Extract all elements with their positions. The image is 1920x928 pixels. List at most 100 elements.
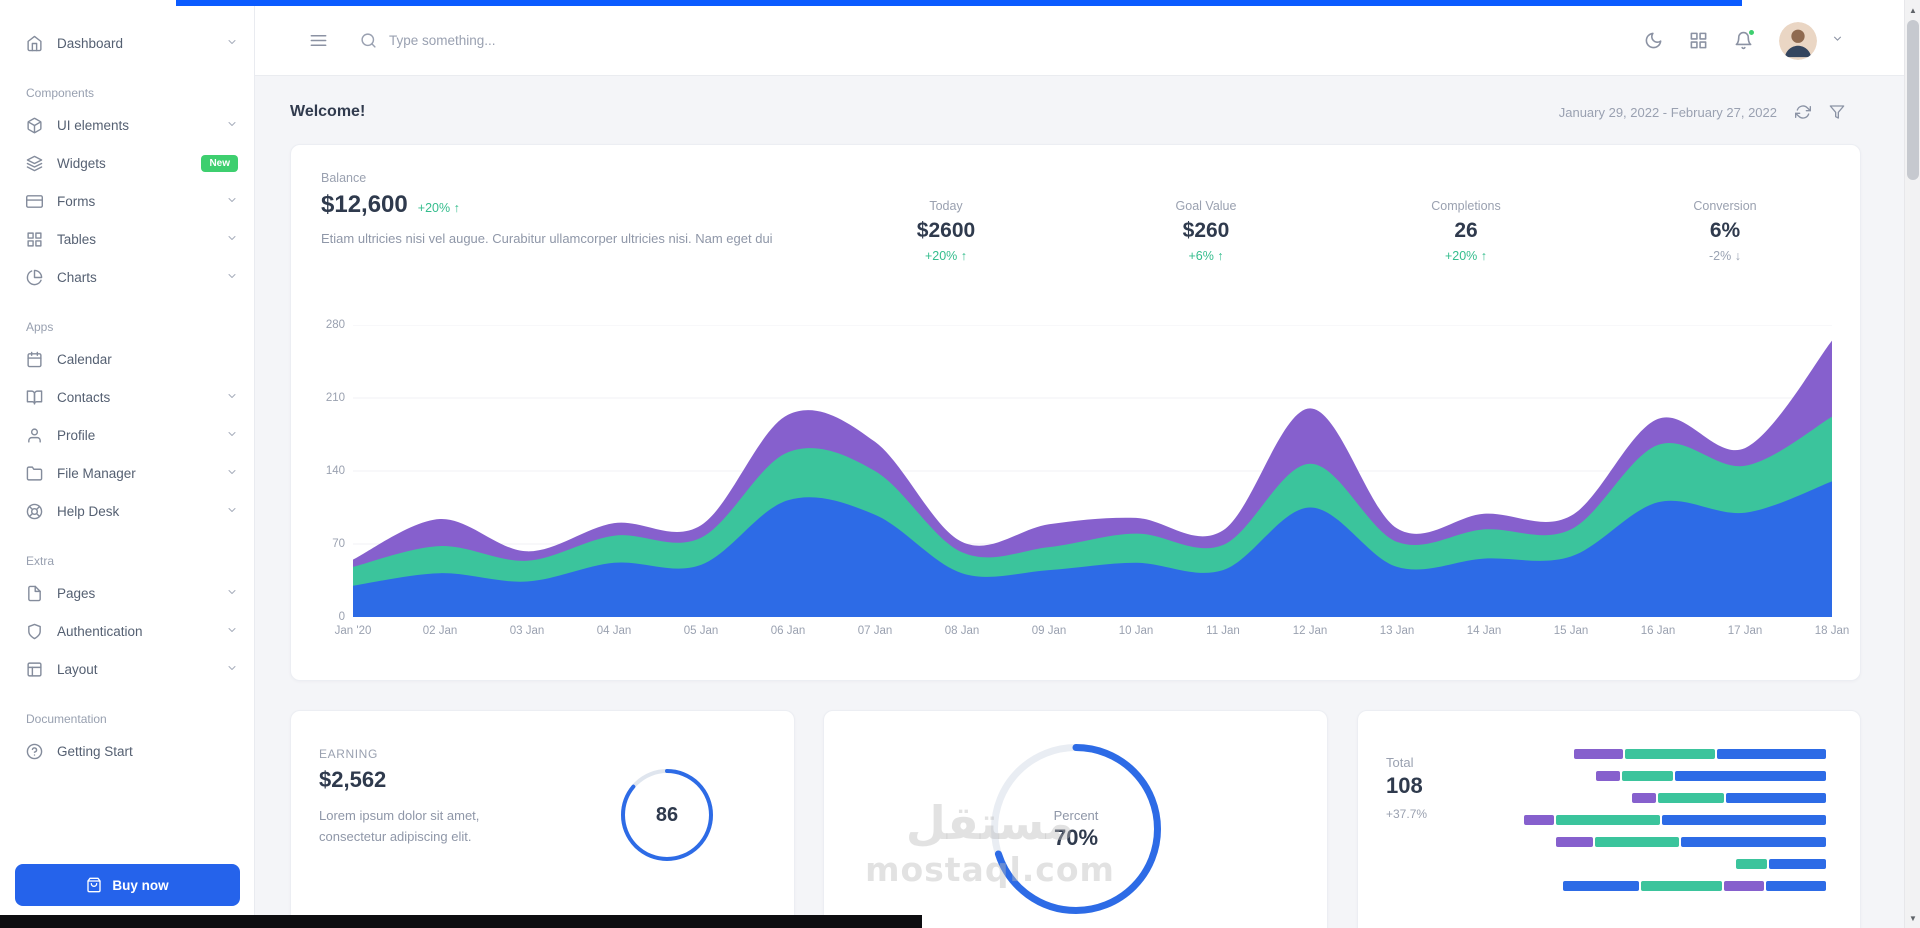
total-bars-chart bbox=[1524, 749, 1826, 903]
sidebar-section-apps: Apps bbox=[26, 320, 54, 334]
book-icon bbox=[26, 389, 43, 405]
stat-delta: +6% ↑ bbox=[1188, 249, 1224, 263]
chevron-down-icon bbox=[226, 624, 238, 639]
sidebar-item-label: Widgets bbox=[57, 155, 106, 171]
sidebar-item-pages[interactable]: Pages bbox=[26, 574, 238, 612]
stats-card: Balance $12,600 +20% ↑ Etiam ultricies n… bbox=[290, 144, 1861, 681]
balance-label: Balance bbox=[321, 171, 367, 185]
stat-label: Goal Value bbox=[1175, 199, 1237, 213]
sidebar-item-tables[interactable]: Tables bbox=[26, 220, 238, 258]
earning-card: EARNING $2,562 Lorem ipsum dolor sit ame… bbox=[290, 710, 795, 928]
sidebar-item-forms[interactable]: Forms bbox=[26, 182, 238, 220]
sidebar-section-documentation: Documentation bbox=[26, 712, 107, 726]
user-avatar[interactable] bbox=[1779, 21, 1817, 60]
x-tick-label: 03 Jan bbox=[509, 625, 545, 637]
chevron-down-icon bbox=[226, 428, 238, 443]
sidebar-item-ui-elements[interactable]: UI elements bbox=[26, 106, 238, 144]
date-range: January 29, 2022 - February 27, 2022 bbox=[1558, 104, 1777, 120]
bar-segment bbox=[1621, 771, 1673, 781]
sidebar-item-getting-start[interactable]: Getting Start bbox=[26, 732, 238, 770]
x-tick-label: Jan '20 bbox=[334, 625, 372, 637]
stat-label: Today bbox=[929, 199, 963, 213]
x-tick-label: 16 Jan bbox=[1640, 625, 1676, 637]
chevron-down-icon bbox=[226, 504, 238, 519]
chevron-down-icon bbox=[226, 118, 238, 133]
filter-button[interactable] bbox=[1829, 104, 1845, 120]
sidebar-item-dashboard[interactable]: Dashboard bbox=[26, 24, 238, 62]
home-icon bbox=[27, 35, 42, 51]
sidebar-item-label: Tables bbox=[57, 231, 97, 247]
sidebar: Dashboard Components UI elements Widgets… bbox=[0, 0, 255, 928]
file-icon bbox=[28, 585, 41, 601]
y-tick-label: 210 bbox=[325, 392, 345, 404]
shopping-bag-icon bbox=[87, 877, 102, 893]
bar-row bbox=[1524, 881, 1826, 891]
layout-icon bbox=[27, 661, 42, 677]
profile-chevron-icon[interactable] bbox=[1831, 32, 1844, 50]
stat-label: Conversion bbox=[1693, 199, 1757, 213]
top-loading-bar bbox=[176, 0, 1742, 6]
search-bar bbox=[360, 32, 1638, 49]
refresh-button[interactable] bbox=[1795, 104, 1811, 120]
trend-up-icon: ↑ bbox=[1217, 249, 1224, 263]
buy-now-label: Buy now bbox=[112, 877, 169, 893]
bell-icon bbox=[1735, 31, 1752, 50]
bar-segment bbox=[1640, 881, 1723, 891]
bar-segment bbox=[1594, 837, 1680, 847]
search-icon bbox=[361, 33, 376, 48]
bar-row bbox=[1524, 859, 1826, 869]
chevron-down-icon bbox=[226, 194, 238, 209]
chevron-down-icon bbox=[226, 662, 238, 677]
total-value: 108 bbox=[1386, 773, 1423, 798]
earning-label: EARNING bbox=[319, 747, 378, 761]
scroll-down-arrow[interactable]: ▼ bbox=[1909, 913, 1917, 923]
balance-block: Balance $12,600 +20% ↑ Etiam ultricies n… bbox=[321, 171, 801, 250]
scrollbar-thumb[interactable] bbox=[1907, 20, 1919, 180]
sidebar-item-calendar[interactable]: Calendar bbox=[26, 340, 238, 378]
chevron-down-icon bbox=[226, 270, 238, 285]
menu-icon bbox=[310, 34, 327, 47]
new-badge: New bbox=[201, 154, 238, 172]
earning-gauge: 86 bbox=[621, 769, 713, 861]
sidebar-item-label: Contacts bbox=[57, 389, 111, 405]
percent-value: 70% bbox=[1053, 824, 1099, 850]
buy-now-button[interactable]: Buy now bbox=[15, 864, 240, 906]
x-tick-label: 02 Jan bbox=[422, 625, 458, 637]
stat-today: Today $2600 +20% ↑ bbox=[861, 199, 1031, 263]
area-chart: 0 70 140 210 280 Jan '20 02 Jan 03 Jan 04 Jan 05… bbox=[311, 319, 1850, 655]
sidebar-item-charts[interactable]: Charts bbox=[26, 258, 238, 296]
x-tick-label: 12 Jan bbox=[1292, 625, 1328, 637]
sidebar-item-label: Help Desk bbox=[57, 503, 120, 519]
bar-segment bbox=[1563, 881, 1639, 891]
y-tick-label: 70 bbox=[332, 538, 345, 550]
x-tick-label: 06 Jan bbox=[770, 625, 806, 637]
scroll-up-arrow[interactable]: ▲ bbox=[1909, 5, 1917, 15]
page-title: Welcome! bbox=[290, 103, 366, 120]
earning-gauge-value: 86 bbox=[655, 803, 679, 826]
x-tick-label: 15 Jan bbox=[1553, 625, 1589, 637]
sidebar-item-file-manager[interactable]: File Manager bbox=[26, 454, 238, 492]
notifications-button[interactable] bbox=[1728, 25, 1759, 56]
sidebar-item-profile[interactable]: Profile bbox=[26, 416, 238, 454]
y-tick-label: 280 bbox=[325, 319, 345, 331]
stat-value: 6% bbox=[1709, 219, 1741, 242]
menu-toggle-button[interactable] bbox=[303, 25, 334, 56]
vertical-scrollbar[interactable]: ▲ ▼ bbox=[1904, 0, 1920, 928]
area-chart-x-axis: Jan '20 02 Jan 03 Jan 04 Jan 05 Jan 06 Jan 07 … bbox=[335, 625, 1850, 643]
dark-mode-button[interactable] bbox=[1638, 25, 1669, 56]
bar-segment bbox=[1675, 771, 1826, 781]
area-chart-y-axis: 0 70 140 210 280 bbox=[311, 319, 345, 623]
sidebar-item-widgets[interactable]: Widgets New bbox=[26, 144, 238, 182]
stat-delta: -2% ↓ bbox=[1709, 249, 1741, 263]
sidebar-item-contacts[interactable]: Contacts bbox=[26, 378, 238, 416]
chevron-down-icon bbox=[226, 36, 238, 51]
sidebar-item-authentication[interactable]: Authentication bbox=[26, 612, 238, 650]
sidebar-item-label: Pages bbox=[57, 585, 96, 601]
sidebar-item-layout[interactable]: Layout bbox=[26, 650, 238, 688]
stat-label: Completions bbox=[1431, 199, 1501, 213]
search-input[interactable] bbox=[389, 33, 709, 48]
sidebar-item-help-desk[interactable]: Help Desk bbox=[26, 492, 238, 530]
apps-grid-icon bbox=[1690, 32, 1707, 49]
apps-button[interactable] bbox=[1683, 25, 1714, 56]
